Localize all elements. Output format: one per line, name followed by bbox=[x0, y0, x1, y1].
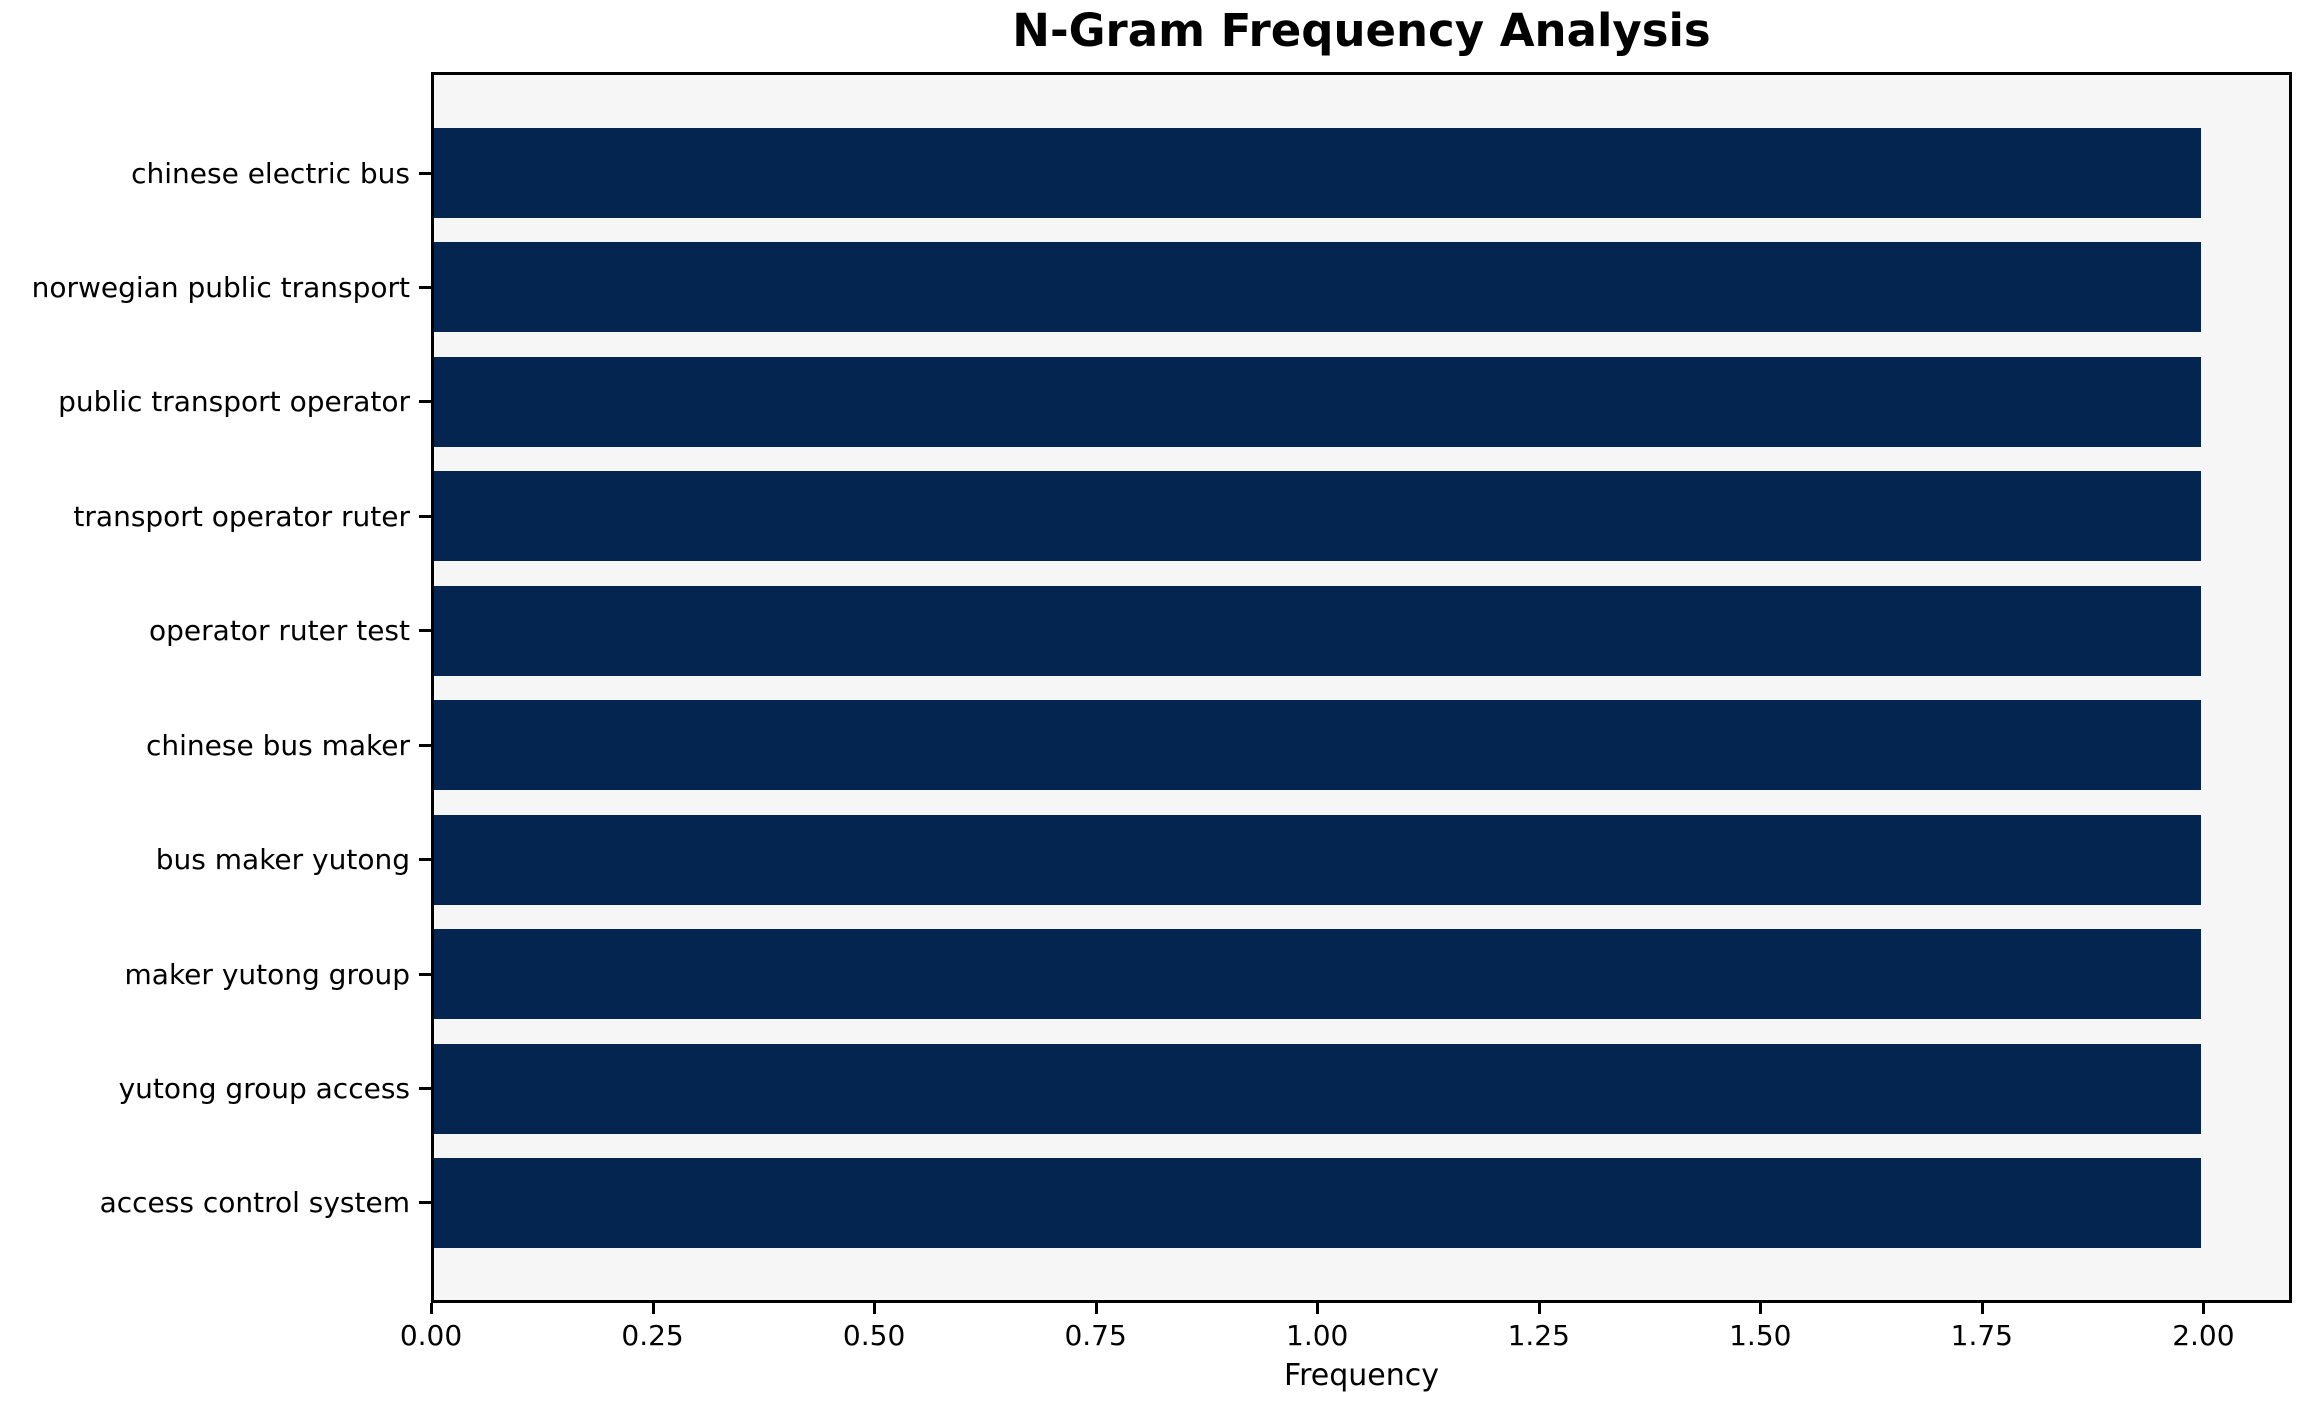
bar-0 bbox=[434, 128, 2201, 218]
y-tick-label: operator ruter test bbox=[149, 614, 410, 648]
y-tick-row-2: public transport operator bbox=[0, 357, 431, 447]
y-tick-row-3: transport operator ruter bbox=[0, 471, 431, 561]
y-tick-row-7: maker yutong group bbox=[0, 929, 431, 1019]
y-tick-label: public transport operator bbox=[58, 385, 410, 419]
x-tick-mark bbox=[1316, 1303, 1320, 1314]
y-tick-mark bbox=[419, 1201, 431, 1205]
y-tick-row-9: access control system bbox=[0, 1158, 431, 1248]
y-tick-mark bbox=[419, 972, 431, 976]
y-tick-label: bus maker yutong bbox=[155, 843, 410, 877]
bar-6 bbox=[434, 814, 2201, 905]
bar-3 bbox=[434, 471, 2201, 562]
bars-layer bbox=[434, 75, 2289, 1300]
bar-9 bbox=[434, 1157, 2201, 1248]
x-tick-label: 0.00 bbox=[399, 1319, 463, 1352]
x-tick-mark bbox=[1094, 1303, 1098, 1314]
x-tick-mark bbox=[1537, 1303, 1541, 1314]
x-axis-ticks: 0.00 0.25 0.50 0.75 1.00 1.25 1.50 1.75 2.00 bbox=[400, 1303, 2292, 1383]
chart-title: N-Gram Frequency Analysis bbox=[1012, 4, 1711, 57]
plot-area bbox=[431, 72, 2292, 1303]
x-tick-label: 1.75 bbox=[1950, 1319, 2013, 1352]
x-tick-label: 0.75 bbox=[1064, 1319, 1127, 1352]
bar-4 bbox=[434, 585, 2201, 676]
y-tick-mark bbox=[419, 629, 431, 633]
y-tick-mark bbox=[419, 400, 431, 404]
x-tick-label: 0.50 bbox=[842, 1319, 906, 1352]
y-tick-label: transport operator ruter bbox=[73, 499, 410, 533]
y-tick-label: maker yutong group bbox=[124, 957, 410, 991]
x-tick-mark bbox=[2202, 1303, 2206, 1314]
x-tick-label: 1.50 bbox=[1729, 1319, 1792, 1352]
x-tick-label: 1.00 bbox=[1286, 1319, 1349, 1352]
x-tick-mark bbox=[651, 1303, 655, 1314]
y-tick-label: access control system bbox=[99, 1186, 410, 1220]
y-tick-mark bbox=[419, 858, 431, 862]
bar-5 bbox=[434, 700, 2201, 791]
x-tick-mark bbox=[873, 1303, 877, 1314]
x-tick-label: 2.00 bbox=[2172, 1319, 2235, 1352]
y-tick-row-4: operator ruter test bbox=[0, 586, 431, 676]
y-axis-labels: chinese electric bus norwegian public tra… bbox=[0, 72, 431, 1303]
y-tick-row-0: chinese electric bus bbox=[0, 128, 431, 218]
y-tick-label: chinese bus maker bbox=[145, 728, 410, 762]
y-tick-mark bbox=[419, 285, 431, 289]
bar-2 bbox=[434, 356, 2201, 447]
y-tick-label: chinese electric bus bbox=[131, 156, 410, 190]
y-tick-mark bbox=[419, 743, 431, 747]
bar-1 bbox=[434, 242, 2201, 333]
x-tick-label: 1.25 bbox=[1507, 1319, 1570, 1352]
x-tick-mark bbox=[1980, 1303, 1984, 1314]
y-tick-row-8: yutong group access bbox=[0, 1044, 431, 1134]
x-tick-label: 0.25 bbox=[621, 1319, 684, 1352]
y-tick-label: yutong group access bbox=[118, 1072, 410, 1105]
y-tick-mark bbox=[419, 1087, 431, 1090]
x-tick-mark bbox=[1759, 1303, 1763, 1314]
x-tick-mark bbox=[430, 1303, 433, 1314]
y-tick-label: norwegian public transport bbox=[31, 270, 410, 304]
y-tick-row-5: chinese bus maker bbox=[0, 700, 431, 790]
y-tick-mark bbox=[419, 171, 431, 175]
bar-7 bbox=[434, 929, 2201, 1020]
y-tick-row-6: bus maker yutong bbox=[0, 815, 431, 905]
y-tick-mark bbox=[419, 514, 431, 518]
y-tick-row-1: norwegian public transport bbox=[0, 242, 431, 332]
bar-8 bbox=[434, 1043, 2201, 1134]
x-axis-label: Frequency bbox=[1284, 1358, 1439, 1393]
